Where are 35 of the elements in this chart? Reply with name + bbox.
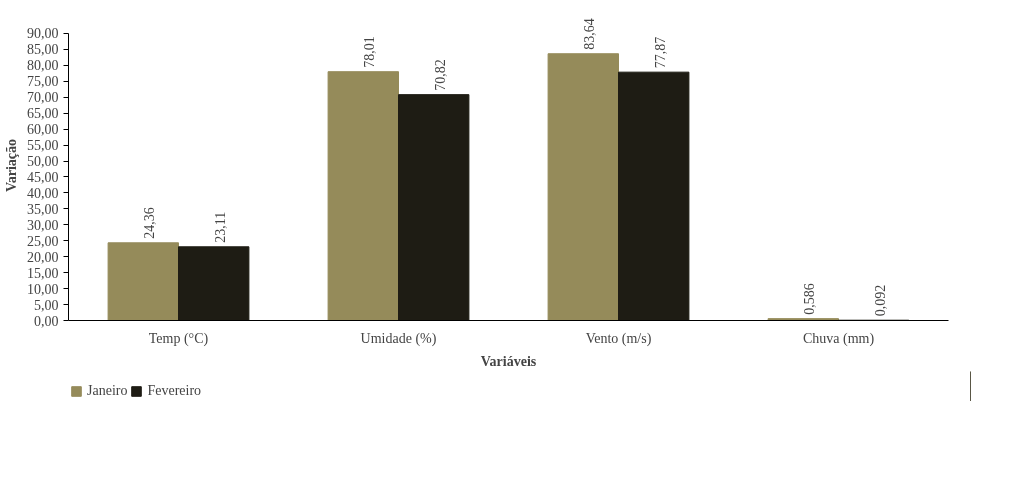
y-tick-label: 90,00	[27, 26, 59, 42]
y-tick-label: 10,00	[27, 281, 59, 297]
y-tick-label: 30,00	[27, 217, 59, 233]
legend-label: Janeiro	[87, 383, 128, 399]
y-tick-label: 55,00	[27, 138, 59, 154]
data-label: 0,586	[802, 283, 818, 315]
y-tick-label: 85,00	[27, 42, 59, 58]
y-tick-label: 35,00	[27, 201, 59, 217]
y-tick-label: 5,00	[34, 297, 59, 313]
x-tick-label: Temp (°C)	[148, 330, 209, 347]
data-label: 83,64	[582, 18, 598, 50]
y-tick-label: 25,00	[27, 233, 59, 249]
data-label: 24,36	[142, 207, 158, 239]
y-tick-label: 15,00	[27, 265, 59, 281]
y-tick-label: 45,00	[27, 169, 59, 185]
data-label: 23,11	[212, 211, 228, 243]
y-tick-label: 40,00	[27, 185, 59, 201]
data-label: 0,092	[872, 284, 888, 317]
data-label: 78,01	[362, 36, 378, 68]
x-tick-label: Chuva (mm)	[802, 330, 875, 347]
x-tick-label: Umidade (%)	[360, 330, 437, 347]
y-tick-label: 75,00	[27, 74, 59, 90]
y-tick-label: 80,00	[27, 58, 59, 74]
legend-label: Fevereiro	[147, 383, 202, 399]
y-tick-label: 20,00	[27, 249, 59, 265]
y-tick-label: 65,00	[27, 106, 59, 122]
y-tick-label: 70,00	[27, 90, 59, 106]
y-tick-label: 60,00	[27, 122, 59, 138]
data-label: 70,82	[432, 59, 448, 91]
y-tick-label: 0,00	[34, 313, 59, 329]
y-tick-label: 50,00	[27, 154, 59, 170]
x-tick-label: Vento (m/s)	[585, 330, 652, 347]
data-label: 77,87	[652, 36, 668, 69]
y-axis-title: Variação	[4, 138, 19, 193]
x-axis-title: Variáveis	[480, 353, 537, 369]
